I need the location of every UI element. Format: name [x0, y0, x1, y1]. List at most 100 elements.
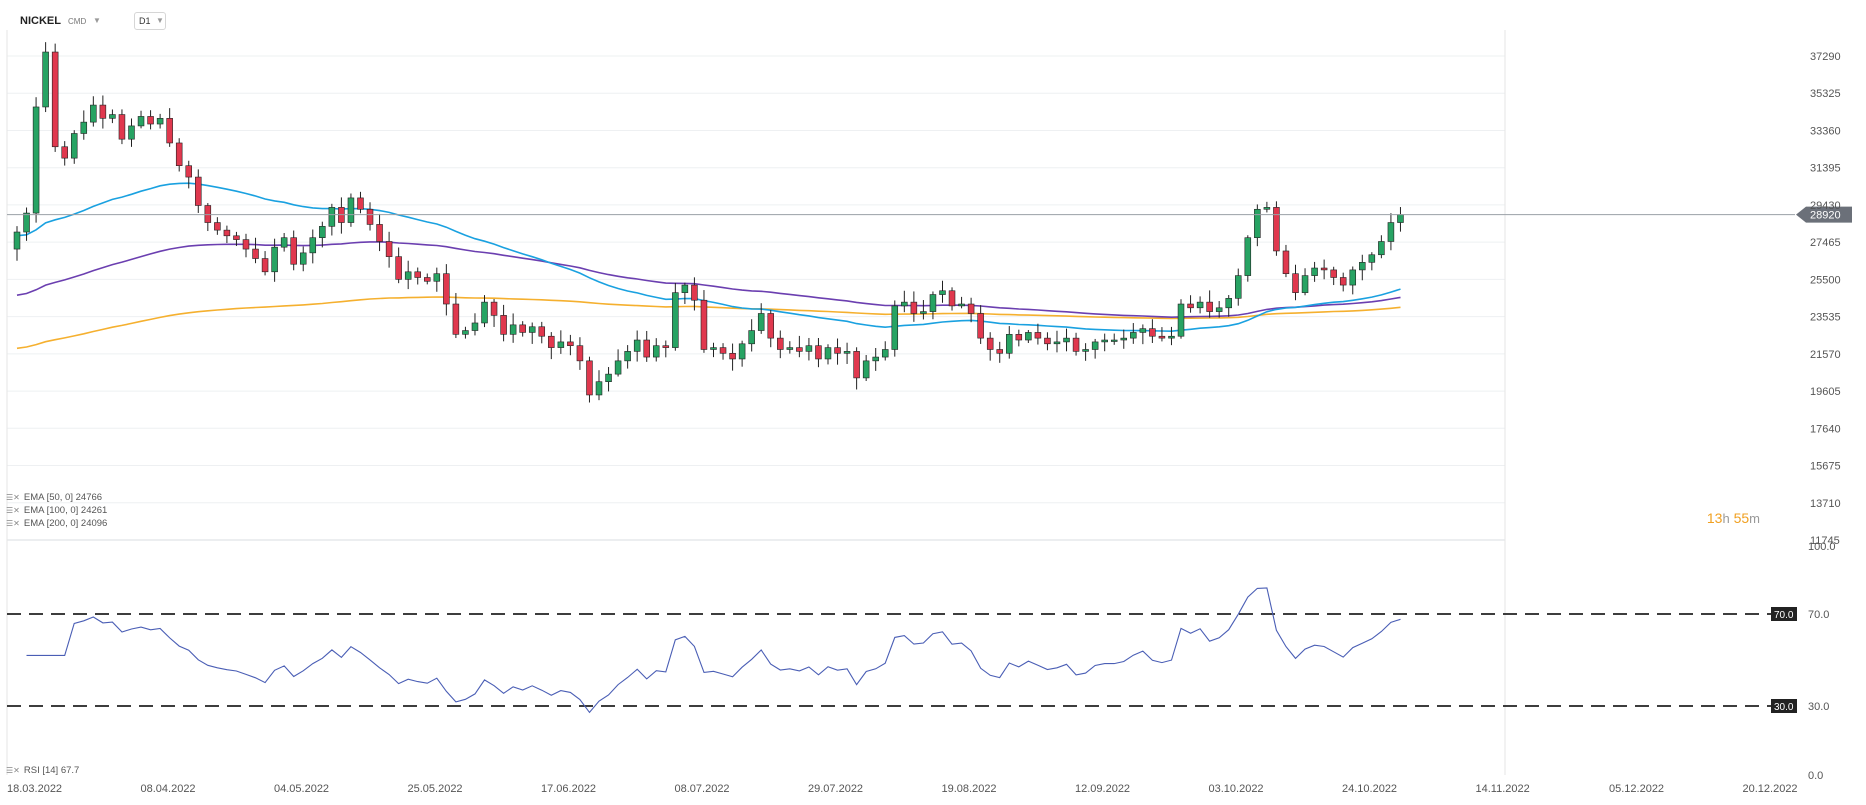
candle-down[interactable] [147, 116, 154, 125]
candle-up[interactable] [738, 343, 746, 360]
symbol-dropdown-icon[interactable]: ▼ [93, 16, 101, 25]
candle-up[interactable] [672, 292, 679, 348]
candle-down[interactable] [700, 299, 708, 350]
candle-down[interactable] [796, 347, 803, 352]
candle-up[interactable] [156, 118, 164, 125]
candle-down[interactable] [500, 315, 507, 335]
candle-up[interactable] [805, 345, 813, 352]
date-axis[interactable]: 18.03.2022 08.04.2022 04.05.2022 25.05.2022… [7, 783, 1798, 795]
candlestick-series[interactable] [13, 42, 1404, 403]
candle-up[interactable] [1063, 337, 1070, 343]
candle-up[interactable] [90, 104, 97, 123]
candle-down[interactable] [1149, 328, 1156, 337]
candle-up[interactable] [1110, 339, 1118, 342]
indicator-legend-rsi[interactable]: ☰✕ RSI [14] 67.7 [6, 765, 80, 776]
candle-down[interactable] [385, 241, 393, 257]
candle-up[interactable] [1053, 341, 1061, 345]
candle-down[interactable] [567, 341, 574, 346]
candle-down[interactable] [986, 337, 994, 350]
candle-up[interactable] [462, 330, 469, 335]
candle-up[interactable] [1368, 254, 1376, 263]
candle-down[interactable] [166, 118, 173, 144]
candle-up[interactable] [1244, 237, 1252, 276]
candle-up[interactable] [614, 360, 622, 375]
candle-down[interactable] [767, 313, 775, 339]
candle-down[interactable] [1072, 337, 1080, 352]
candle-down[interactable] [376, 224, 383, 242]
candle-up[interactable] [1349, 269, 1357, 286]
candle-down[interactable] [252, 248, 259, 259]
settings-icon[interactable]: ☰✕ [6, 506, 20, 515]
candle-up[interactable] [624, 351, 631, 362]
candle-up[interactable] [824, 347, 832, 360]
candle-up[interactable] [23, 212, 30, 233]
candle-up[interactable] [786, 347, 794, 350]
candle-down[interactable] [395, 256, 402, 280]
candle-up[interactable] [862, 360, 870, 379]
candle-up[interactable] [652, 345, 660, 358]
candle-up[interactable] [1168, 335, 1175, 339]
candle-down[interactable] [61, 146, 68, 159]
candle-up[interactable] [1196, 301, 1204, 309]
candle-up[interactable] [1101, 339, 1108, 343]
candle-up[interactable] [710, 347, 717, 350]
candle-up[interactable] [595, 381, 603, 396]
candle-down[interactable] [223, 229, 231, 237]
candle-up[interactable] [901, 301, 908, 307]
candle-down[interactable] [443, 273, 450, 305]
candle-up[interactable] [1254, 208, 1261, 239]
indicator-legend-ema200[interactable]: ☰✕ EMA [200, 0] 24096 [6, 518, 108, 529]
candle-up[interactable] [920, 311, 927, 314]
candle-up[interactable] [1006, 334, 1013, 354]
candle-up[interactable] [128, 125, 135, 140]
candle-up[interactable] [280, 237, 288, 248]
candle-up[interactable] [109, 114, 116, 119]
candle-up[interactable] [70, 133, 78, 159]
candle-down[interactable] [175, 142, 183, 167]
settings-icon[interactable]: ☰✕ [6, 519, 20, 528]
candle-down[interactable] [719, 347, 727, 354]
candle-down[interactable] [99, 104, 107, 119]
candle-down[interactable] [357, 197, 364, 210]
candle-up[interactable] [1139, 328, 1147, 333]
candle-up[interactable] [13, 231, 21, 250]
candle-down[interactable] [1320, 267, 1328, 271]
candle-up[interactable] [309, 237, 317, 254]
candle-up[interactable] [347, 197, 355, 223]
candle-up[interactable] [1091, 341, 1099, 350]
candle-down[interactable] [290, 237, 297, 265]
candle-up[interactable] [1301, 275, 1309, 293]
settings-icon[interactable]: ☰✕ [6, 493, 20, 502]
candle-down[interactable] [910, 301, 918, 314]
rsi-pane[interactable]: 100.0 0.0 70.0 70.0 30.0 30.0 [7, 541, 1836, 782]
candle-up[interactable] [681, 284, 689, 293]
candle-down[interactable] [586, 360, 593, 396]
candle-up[interactable] [1025, 332, 1032, 341]
price-axis[interactable]: 28920 37290 35325 33360 31395 29430 27465 25500… [7, 51, 1852, 547]
candle-up[interactable] [32, 106, 40, 214]
candle-up[interactable] [1359, 262, 1366, 271]
candle-down[interactable] [948, 290, 956, 307]
candle-up[interactable] [605, 373, 612, 382]
indicator-legend-ema100[interactable]: ☰✕ EMA [100, 0] 24261 [6, 505, 108, 516]
candle-up[interactable] [939, 290, 946, 295]
candle-down[interactable] [996, 349, 1003, 354]
candle-up[interactable] [1235, 275, 1242, 299]
candle-down[interactable] [1206, 301, 1213, 312]
candle-down[interactable] [967, 303, 975, 314]
instrument-symbol[interactable]: NICKEL [20, 15, 61, 27]
candle-up[interactable] [1215, 307, 1223, 312]
candle-down[interactable] [414, 271, 421, 278]
candle-up[interactable] [471, 322, 479, 331]
candle-down[interactable] [195, 176, 202, 206]
settings-icon[interactable]: ☰✕ [6, 766, 20, 775]
candle-up[interactable] [891, 305, 899, 350]
candle-down[interactable] [548, 335, 555, 348]
candle-down[interactable] [643, 339, 650, 358]
candle-down[interactable] [366, 208, 374, 225]
candle-down[interactable] [424, 277, 431, 282]
candle-up[interactable] [1311, 267, 1318, 276]
candle-down[interactable] [1292, 273, 1299, 293]
candle-up[interactable] [328, 207, 336, 227]
